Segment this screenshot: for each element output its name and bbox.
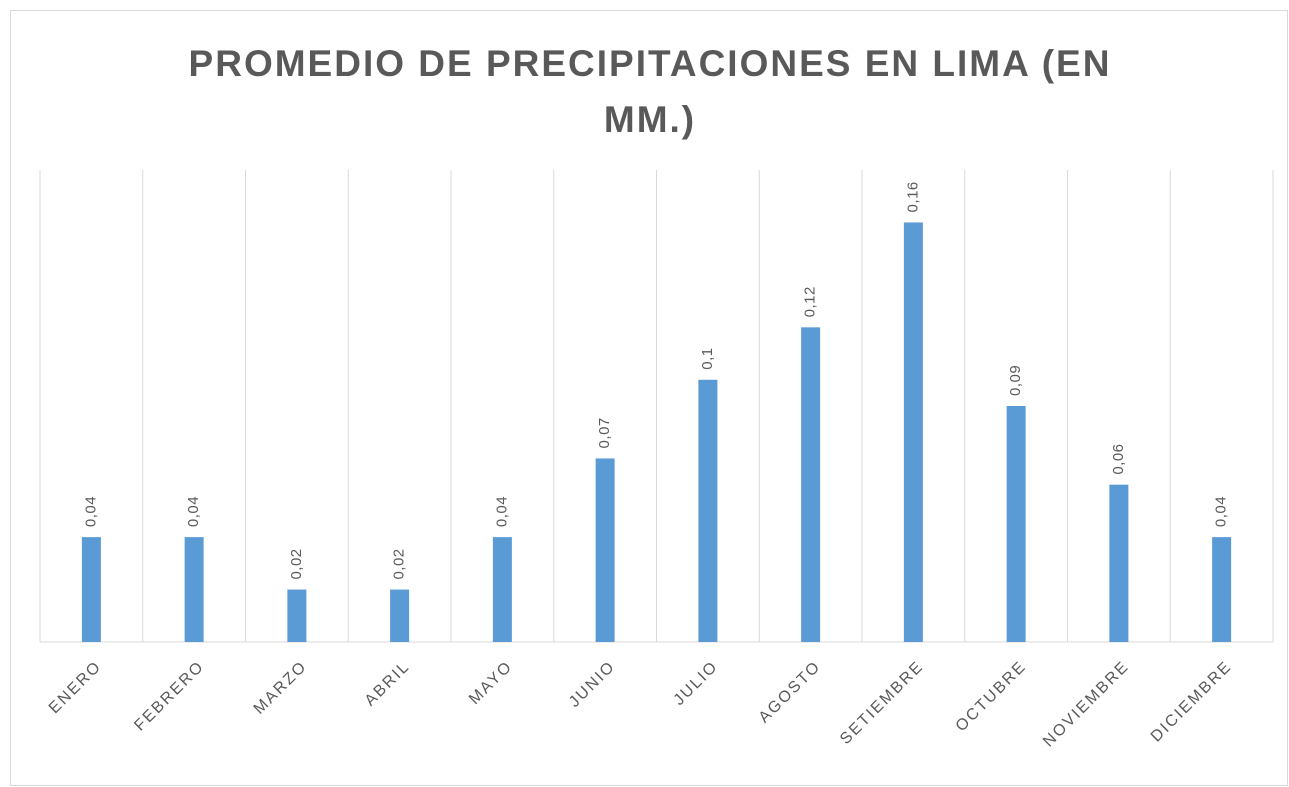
bar [698, 379, 718, 642]
value-label: 0,06 [1110, 443, 1127, 474]
value-label: 0,02 [391, 548, 408, 579]
x-tick-label: JULIO [671, 658, 722, 709]
bar [801, 327, 821, 642]
bar [1212, 537, 1232, 642]
value-label: 0,04 [185, 496, 202, 527]
chart-border [10, 10, 1288, 786]
value-label: 0,16 [904, 181, 921, 212]
bar [1109, 484, 1129, 642]
chart-title: PROMEDIO DE PRECIPITACIONES EN LIMA (EN … [188, 43, 1112, 140]
x-tick-label: MARZO [251, 658, 311, 718]
x-tick-label: ABRIL [362, 658, 414, 710]
value-label: 0,02 [288, 548, 305, 579]
bar [184, 537, 204, 642]
x-tick-label: SETIEMBRE [837, 658, 927, 748]
bar [492, 537, 512, 642]
bar [287, 589, 307, 642]
value-label: 0,04 [1213, 496, 1230, 527]
value-label: 0,09 [1007, 365, 1024, 396]
bar [81, 537, 101, 642]
bar [595, 458, 615, 642]
value-label: 0,07 [596, 417, 613, 448]
x-tick-label: OCTUBRE [953, 658, 1030, 735]
bar [1006, 406, 1026, 642]
x-tick-label: ENERO [46, 658, 105, 717]
value-label: 0,04 [82, 496, 99, 527]
value-label: 0,12 [802, 286, 819, 317]
x-tick-label: FEBRERO [131, 658, 208, 735]
bar [903, 222, 923, 642]
value-label: 0,1 [699, 347, 716, 369]
value-label: 0,04 [493, 496, 510, 527]
x-tick-label: AGOSTO [756, 658, 825, 727]
x-tick-label: DICIEMBRE [1148, 658, 1236, 746]
x-tick-label: NOVIEMBRE [1040, 658, 1133, 751]
bar [390, 589, 410, 642]
x-tick-label: JUNIO [566, 658, 619, 711]
x-tick-label: MAYO [466, 658, 516, 708]
